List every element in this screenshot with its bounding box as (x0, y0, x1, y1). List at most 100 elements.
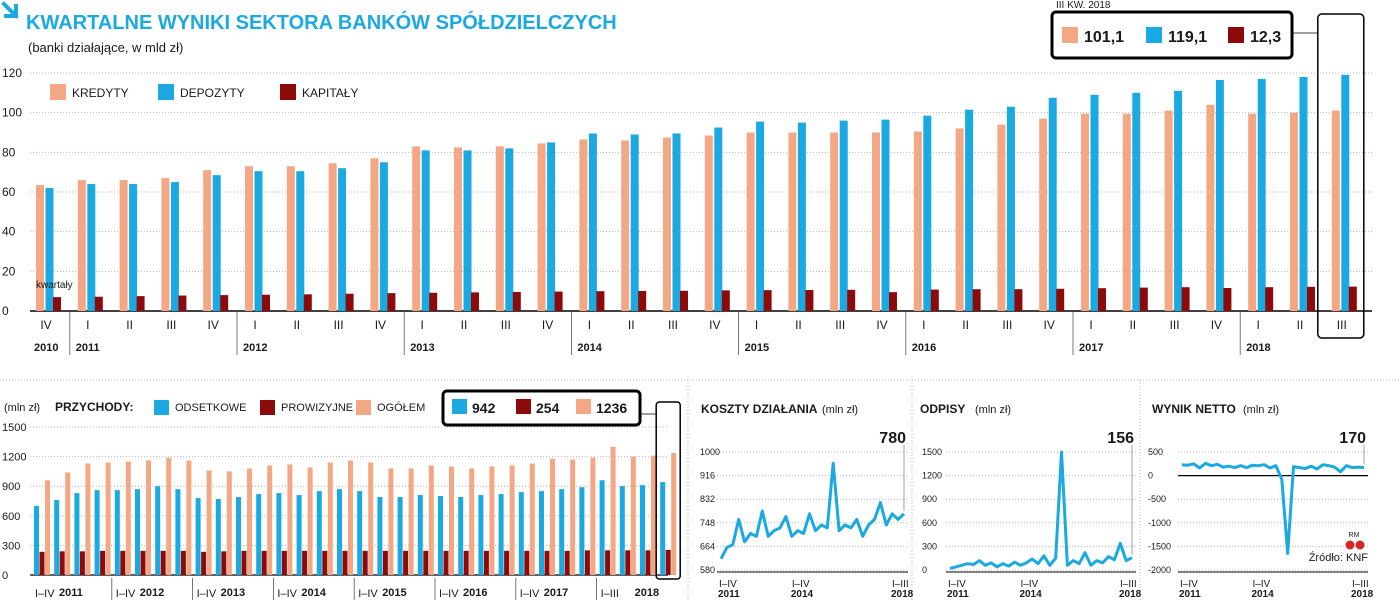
series-line (719, 461, 906, 560)
y-tick-label: 120 (2, 66, 22, 80)
bar-ogółem (307, 467, 313, 575)
x-tick-label: II (1129, 318, 1136, 332)
bar-odsetkowe (256, 494, 262, 575)
y-tick-label: 20 (2, 264, 16, 278)
callout-swatch (1228, 27, 1244, 43)
bar-depozyty (170, 182, 179, 311)
bar-kapitały (53, 297, 61, 311)
x-tick-label: I (86, 318, 89, 332)
bar-prowizyjne (605, 550, 611, 575)
bar-kredyty (1039, 118, 1048, 311)
x-year-label: 2018 (1351, 589, 1374, 600)
bar-kredyty (788, 132, 797, 311)
x-tick-label: II (126, 318, 133, 332)
chart-unit: (mln zł) (1243, 404, 1279, 416)
callout-date-label: III KW. 2018 (1056, 0, 1111, 11)
bar-depozyty (87, 184, 96, 311)
bar-odsetkowe (478, 495, 484, 575)
bar-odsetkowe (94, 490, 100, 575)
bar-kapitały (1181, 287, 1190, 311)
y-tick-label: 664 (700, 541, 715, 551)
bar-kapitały (1056, 288, 1065, 311)
bar-prowizyjne (201, 551, 207, 575)
callout-swatch (576, 399, 591, 414)
highlight-box (655, 401, 681, 580)
bar-kredyty (1290, 112, 1298, 312)
bar-kredyty (1248, 113, 1257, 312)
bar-ogółem (327, 462, 333, 575)
bar-kapitały (1223, 287, 1232, 311)
bar-kapitały (262, 294, 270, 311)
bar-odsetkowe (539, 491, 544, 575)
bar-prowizyjne (504, 550, 510, 575)
bar-kredyty (830, 132, 839, 311)
bar-ogółem (186, 460, 192, 575)
bar-kredyty (328, 163, 337, 311)
x-tick-label: II (795, 318, 802, 332)
y-tick-label: -2000 (1148, 565, 1171, 575)
year-label: 2018 (1246, 342, 1270, 354)
x-tick-label: III (1170, 318, 1180, 332)
bar-odsetkowe (458, 497, 464, 575)
legend-top: KREDYTY DEPOZYTY KAPITAŁY (50, 84, 358, 100)
y-tick-label: 600 (2, 511, 20, 523)
year-label: 2013 (410, 342, 434, 354)
bar-prowizyjne (100, 550, 106, 575)
bar-ogółem (146, 460, 151, 575)
callout-value: 1236 (596, 400, 627, 416)
bar-odsetkowe (195, 498, 201, 575)
bar-kapitały (889, 292, 897, 311)
bar-kapitały (805, 289, 814, 311)
x-tick-label: I (755, 318, 758, 332)
bar-odsetkowe (337, 489, 342, 575)
y-tick-label: -500 (1148, 494, 1166, 504)
bar-odsetkowe (438, 496, 443, 575)
bar-kapitały (345, 293, 354, 311)
legend-swatch (158, 84, 174, 100)
arrow-down-right-icon-path (1, 1, 19, 19)
bar-prowizyjne (322, 550, 328, 575)
x-tick-label: I (588, 318, 591, 332)
bar-prowizyjne (221, 551, 227, 575)
legend-swatch (356, 400, 371, 415)
bar-ogółem (65, 472, 71, 575)
bar-odsetkowe (559, 489, 565, 575)
legend-swatch (50, 84, 66, 100)
bar-depozyty (839, 120, 848, 311)
chart-unit: (mln zł) (975, 404, 1011, 416)
year-label: 2014 (577, 342, 602, 354)
x-year-label: 2018 (1119, 589, 1142, 600)
x-period-label: I–IV (439, 588, 459, 600)
x-period-label: I–IV (719, 579, 737, 590)
bar-prowizyjne (261, 550, 267, 575)
bar-kredyty (746, 132, 755, 311)
bar-depozyty (254, 171, 263, 311)
bar-kapitały (1265, 287, 1274, 311)
x-tick-label: IV (375, 318, 386, 332)
x-period-label: I–IV (116, 588, 136, 600)
x-tick-label: IV (1044, 318, 1055, 332)
year-label: 2011 (76, 342, 100, 354)
x-tick-label: I (1257, 318, 1260, 332)
year-label: 2012 (243, 342, 267, 354)
x-year-label: 2015 (382, 587, 406, 599)
bar-depozyty (1257, 78, 1266, 311)
bar-prowizyjne (140, 550, 146, 575)
y-tick-label: 916 (700, 471, 715, 481)
bar-depozyty (756, 121, 765, 311)
bar-ogółem (449, 466, 454, 575)
bar-kapitały (554, 291, 563, 311)
year-label: 2017 (1079, 342, 1103, 354)
bar-kapitały (303, 294, 312, 311)
x-period-label: I–III (892, 579, 909, 590)
bar-depozyty (547, 142, 556, 311)
legend-label: KREDYTY (72, 86, 129, 100)
x-tick-label: IV (208, 318, 219, 332)
bar-ogółem (388, 468, 394, 575)
bar-prowizyjne (241, 550, 247, 575)
x-tick-label: I (421, 318, 424, 332)
bar-ogółem (529, 463, 535, 575)
bar-ogółem (287, 464, 293, 575)
